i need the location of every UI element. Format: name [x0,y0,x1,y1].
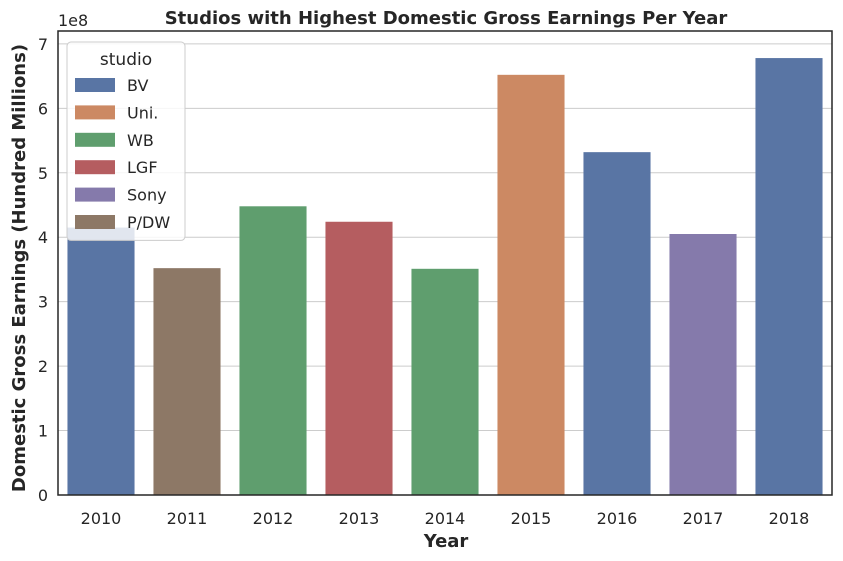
chart-title: Studios with Highest Domestic Gross Earn… [165,8,728,29]
bar-2016 [583,152,651,495]
x-tick-label: 2012 [253,509,294,528]
legend-swatch [75,215,115,229]
x-tick-label: 2015 [511,509,552,528]
bar-2014 [411,268,479,495]
legend-label: Uni. [127,103,158,122]
legend-swatch [75,187,115,202]
legend-title: studio [100,50,152,70]
bar-2012 [239,206,307,496]
legend-swatch [75,132,115,147]
bar-2013 [325,221,393,495]
legend-label: LGF [127,158,158,177]
bar-2010 [67,227,135,496]
y-tick-labels: 0 1 2 3 4 5 6 7 [38,35,48,505]
x-tick-label: 2013 [339,509,380,528]
y-offset-text: 1e8 [58,11,88,30]
legend-label: P/DW [127,213,170,232]
y-tick-label: 7 [38,35,48,54]
y-tick-label: 3 [38,293,48,312]
y-tick-label: 0 [38,486,48,505]
bars [67,58,823,496]
x-axis-title: Year [423,531,469,552]
x-tick-label: 2017 [683,509,724,528]
y-tick-label: 5 [38,164,48,183]
x-tick-labels: 2010 2011 2012 2013 2014 2015 2016 2017 2018 [81,509,810,528]
x-tick-label: 2011 [167,509,208,528]
y-tick-label: 6 [38,99,48,118]
legend-swatch [75,78,115,92]
legend-label: BV [127,76,148,95]
x-tick-label: 2010 [81,509,122,528]
legend-label: Sony [127,186,167,205]
y-axis-title: Domestic Gross Earnings (Hundred Million… [9,44,30,492]
legend: studio BV Uni. WB LGF Sony P/DW [66,41,186,241]
x-tick-label: 2014 [425,509,466,528]
legend-swatch [75,105,115,120]
x-tick-label: 2016 [597,509,638,528]
bar-2015 [497,74,565,496]
legend-swatch [75,160,115,175]
y-tick-label: 4 [38,228,48,247]
y-tick-label: 1 [38,422,48,441]
x-tick-label: 2018 [769,509,810,528]
plot-frame [57,30,833,496]
bar-2011 [153,268,221,495]
y-tick-label: 2 [38,357,48,376]
bar-2018 [755,58,823,496]
bar-2017 [669,234,737,495]
legend-label: WB [127,131,154,150]
